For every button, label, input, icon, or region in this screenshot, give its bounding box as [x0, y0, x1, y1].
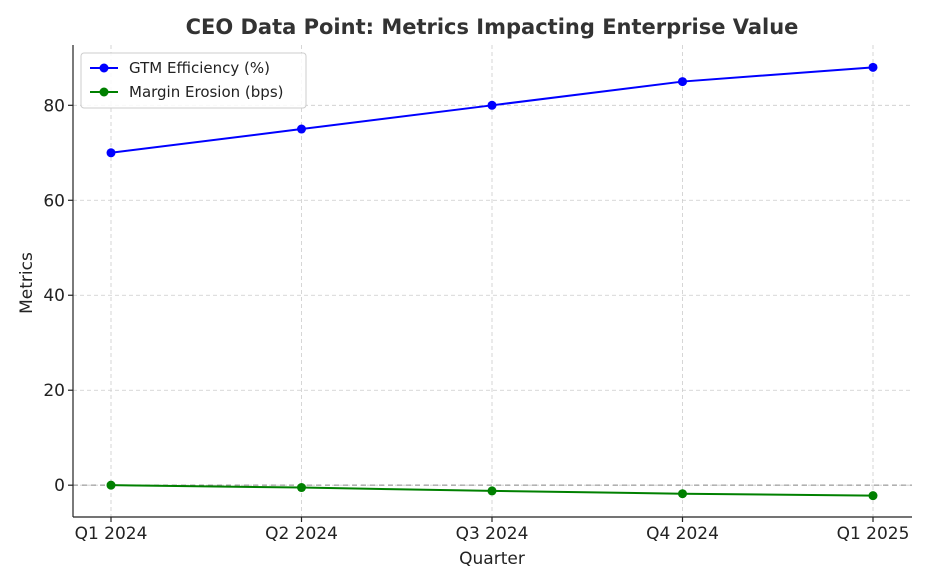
x-tick-label: Q4 2024	[646, 524, 719, 544]
data-point	[678, 77, 687, 87]
series	[106, 62, 878, 501]
x-tick-label: Q3 2024	[456, 524, 529, 544]
data-point	[678, 489, 687, 499]
legend-box	[80, 52, 307, 109]
grid	[73, 45, 912, 517]
legend-label: GTM Efficiency (%)	[129, 59, 270, 77]
data-point	[106, 480, 116, 490]
y-tick-label: 20	[43, 381, 65, 401]
x-tick-label: Q2 2024	[265, 524, 338, 544]
y-tick-label: 80	[43, 96, 65, 116]
data-point	[297, 483, 306, 493]
legend-item: GTM Efficiency (%)	[90, 59, 270, 77]
chart-title: CEO Data Point: Metrics Impacting Enterp…	[186, 15, 799, 39]
x-tick-label: Q1 2025	[837, 524, 910, 544]
data-point	[868, 491, 878, 501]
data-point	[487, 100, 497, 110]
x-tick-label: Q1 2024	[75, 524, 148, 544]
axes: 0 20 40 60 80 Q1 2024 Q2 2024 Q3 2024 Q4 2024 Q1 …	[43, 45, 912, 544]
data-point	[487, 486, 497, 496]
y-axis-label: Metrics	[17, 252, 37, 314]
data-point	[297, 124, 306, 134]
legend: GTM Efficiency (%) Margin Erosion (bps)	[80, 52, 307, 109]
legend-swatch-marker	[99, 63, 109, 73]
y-tick-label: 0	[54, 476, 65, 496]
data-point	[106, 148, 116, 158]
y-tick-label: 40	[43, 286, 65, 306]
x-axis-label: Quarter	[459, 549, 525, 569]
series-1	[106, 480, 878, 501]
series-0	[106, 62, 878, 158]
legend-swatch-marker	[99, 87, 109, 97]
data-point	[868, 62, 878, 72]
legend-item: Margin Erosion (bps)	[90, 83, 284, 101]
y-tick-label: 60	[43, 191, 65, 211]
legend-label: Margin Erosion (bps)	[129, 83, 284, 101]
